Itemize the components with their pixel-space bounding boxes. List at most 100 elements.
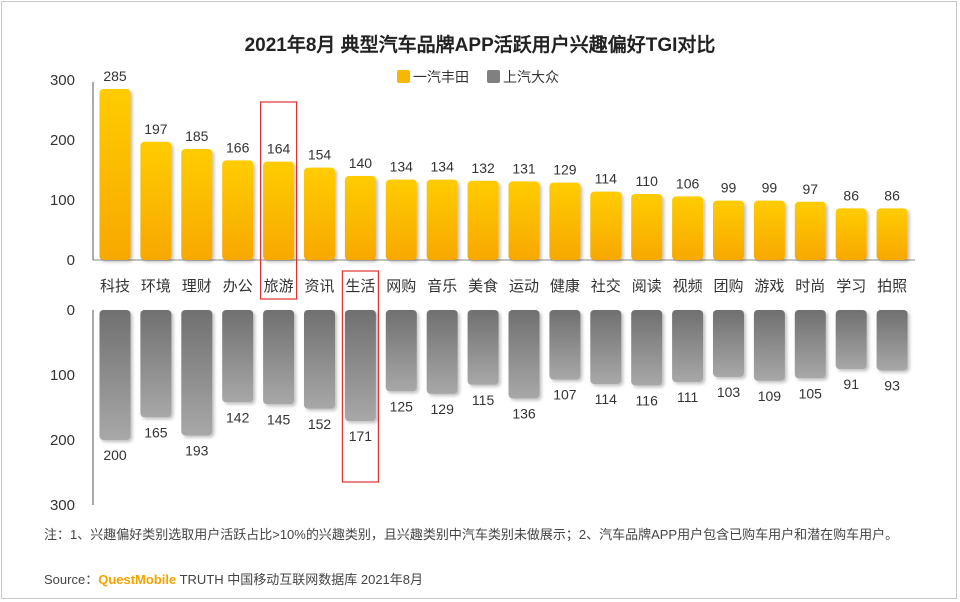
bar-上汽大众-健康 xyxy=(549,310,581,380)
category-label: 游戏 xyxy=(754,278,784,295)
bottom-value-label: 115 xyxy=(472,392,495,408)
category-label: 阅读 xyxy=(632,278,662,295)
category-label: 生活 xyxy=(345,278,375,295)
top-value-label: 134 xyxy=(431,159,455,175)
source-prefix: Source： xyxy=(44,572,99,587)
top-value-label: 99 xyxy=(762,180,778,196)
bar-一汽丰田-健康 xyxy=(549,182,581,260)
bottom-value-label: 129 xyxy=(431,401,455,417)
top-value-label: 97 xyxy=(803,181,819,197)
top-value-label: 285 xyxy=(103,68,127,84)
top-value-label: 86 xyxy=(884,187,900,203)
bottom-value-label: 105 xyxy=(799,385,823,401)
source-line: Source：QuestMobile TRUTH 中国移动互联网数据库 2021… xyxy=(44,569,423,588)
legend-swatch xyxy=(487,70,500,83)
bar-上汽大众-生活 xyxy=(344,310,376,422)
bottom-value-label: 103 xyxy=(717,384,741,400)
top-value-label: 110 xyxy=(636,173,659,189)
bottom-y-tick-label: 200 xyxy=(50,432,75,449)
bar-一汽丰田-办公 xyxy=(222,160,254,260)
chart-title: 2021年8月 典型汽车品牌APP活跃用户兴趣偏好TGI对比 xyxy=(244,35,716,56)
category-label: 科技 xyxy=(100,278,130,295)
bottom-value-label: 171 xyxy=(349,428,373,444)
top-y-tick-label: 0 xyxy=(67,252,75,269)
category-label: 时尚 xyxy=(795,278,825,295)
bottom-y-tick-label: 300 xyxy=(50,497,75,514)
bar-上汽大众-视频 xyxy=(672,310,704,383)
bottom-value-label: 109 xyxy=(758,388,782,404)
bar-一汽丰田-环境 xyxy=(140,141,172,260)
bottom-y-tick-label: 100 xyxy=(50,367,75,384)
legend-label: 一汽丰田 xyxy=(413,69,469,85)
bar-上汽大众-资讯 xyxy=(304,310,335,409)
bar-一汽丰田-音乐 xyxy=(426,179,458,260)
bar-上汽大众-游戏 xyxy=(753,310,785,381)
bar-上汽大众-社交 xyxy=(590,310,622,385)
bottom-value-label: 111 xyxy=(677,389,698,405)
bar-上汽大众-美食 xyxy=(467,310,499,385)
category-label: 资讯 xyxy=(304,278,334,295)
bottom-value-label: 125 xyxy=(390,398,414,414)
bar-一汽丰田-学习 xyxy=(835,208,867,260)
category-label: 健康 xyxy=(550,278,580,295)
category-label: 环境 xyxy=(141,277,171,295)
bottom-value-label: 107 xyxy=(553,387,577,403)
bar-一汽丰田-拍照 xyxy=(876,208,908,260)
top-value-label: 114 xyxy=(595,171,618,187)
bottom-value-label: 136 xyxy=(512,405,536,421)
legend-swatch xyxy=(397,70,410,83)
top-value-label: 132 xyxy=(471,160,495,176)
highlight-box-top xyxy=(260,101,298,300)
top-value-label: 86 xyxy=(843,187,859,203)
category-label: 团购 xyxy=(713,278,743,295)
bar-上汽大众-音乐 xyxy=(426,310,458,394)
bar-一汽丰田-视频 xyxy=(672,196,704,260)
bottom-value-label: 200 xyxy=(103,447,127,463)
top-value-label: 131 xyxy=(512,160,536,176)
bottom-value-label: 165 xyxy=(144,424,168,440)
bottom-value-label: 91 xyxy=(843,376,859,392)
bar-一汽丰田-科技 xyxy=(99,89,131,260)
bar-一汽丰田-网购 xyxy=(385,179,417,260)
bar-一汽丰田-社交 xyxy=(590,191,622,260)
category-label: 视频 xyxy=(673,278,703,295)
top-y-tick-label: 100 xyxy=(50,192,75,209)
category-label: 理财 xyxy=(182,278,212,295)
bar-上汽大众-运动 xyxy=(508,310,540,399)
bottom-value-label: 114 xyxy=(595,391,618,407)
category-label: 旅游 xyxy=(264,278,294,295)
bar-一汽丰田-理财 xyxy=(181,149,213,260)
bar-上汽大众-办公 xyxy=(222,310,254,403)
highlight-box-bottom xyxy=(341,270,379,483)
bar-一汽丰田-时尚 xyxy=(794,201,826,260)
bar-一汽丰田-阅读 xyxy=(631,194,663,260)
category-label: 网购 xyxy=(386,278,416,295)
top-value-label: 166 xyxy=(226,139,250,155)
top-y-tick-label: 300 xyxy=(50,72,75,89)
bar-一汽丰田-生活 xyxy=(344,176,376,260)
bar-上汽大众-旅游 xyxy=(263,310,295,405)
category-label: 办公 xyxy=(223,278,253,295)
bar-一汽丰田-美食 xyxy=(467,180,499,260)
top-value-label: 134 xyxy=(390,159,414,175)
bar-上汽大众-理财 xyxy=(181,310,213,436)
bar-一汽丰田-团购 xyxy=(713,200,744,260)
top-value-label: 154 xyxy=(308,147,332,163)
top-value-label: 185 xyxy=(185,128,209,144)
bottom-value-label: 93 xyxy=(884,377,900,393)
source-brand: QuestMobile xyxy=(98,572,177,587)
bar-一汽丰田-资讯 xyxy=(304,167,335,260)
bottom-value-label: 193 xyxy=(185,442,209,458)
top-y-tick-label: 200 xyxy=(50,132,75,149)
bar-上汽大众-环境 xyxy=(140,310,172,418)
legend-label: 上汽大众 xyxy=(503,69,559,85)
top-value-label: 106 xyxy=(676,175,700,191)
footnote: 注：1、兴趣偏好类别选取用户活跃占比>10%的兴趣类别，且兴趣类别中汽车类别未做… xyxy=(44,527,899,542)
bar-上汽大众-团购 xyxy=(713,310,744,377)
category-label: 运动 xyxy=(509,278,539,295)
top-value-label: 197 xyxy=(144,121,168,137)
bottom-value-label: 142 xyxy=(226,409,250,425)
bottom-value-label: 152 xyxy=(308,416,332,432)
top-value-label: 164 xyxy=(267,141,291,157)
